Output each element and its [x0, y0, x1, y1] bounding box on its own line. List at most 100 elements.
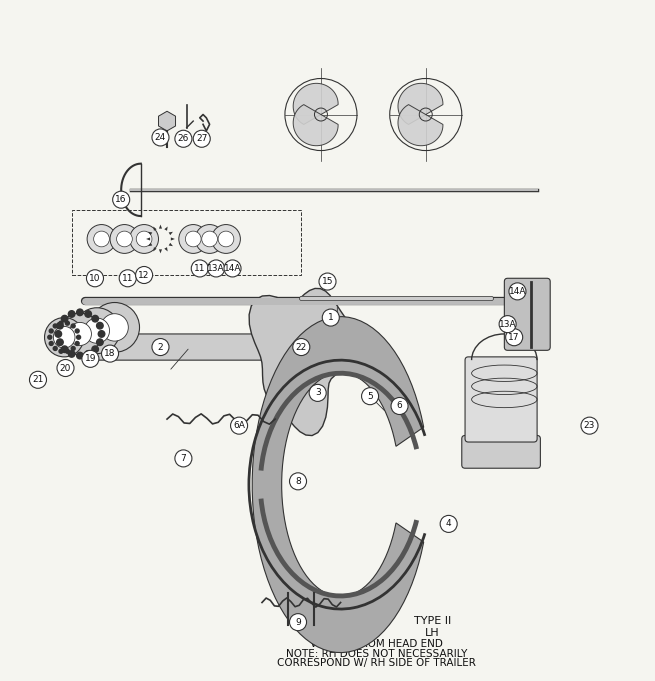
- Circle shape: [75, 341, 79, 345]
- Circle shape: [499, 315, 516, 332]
- Circle shape: [212, 225, 240, 253]
- Circle shape: [92, 346, 98, 353]
- Text: 6A: 6A: [233, 421, 245, 430]
- Text: 11: 11: [194, 264, 206, 273]
- Circle shape: [90, 302, 140, 352]
- Circle shape: [224, 260, 241, 277]
- Circle shape: [62, 315, 68, 322]
- Polygon shape: [153, 227, 157, 231]
- Circle shape: [96, 322, 103, 329]
- Text: 15: 15: [322, 277, 333, 286]
- Text: 14A: 14A: [509, 287, 526, 296]
- Circle shape: [59, 321, 63, 325]
- Text: 14A: 14A: [224, 264, 241, 273]
- Text: 1: 1: [328, 313, 333, 322]
- Polygon shape: [169, 243, 173, 246]
- Circle shape: [85, 311, 92, 317]
- Text: 7: 7: [181, 454, 186, 463]
- Text: 22: 22: [295, 343, 307, 351]
- Text: 11: 11: [122, 274, 134, 283]
- Text: 19: 19: [84, 354, 96, 364]
- Circle shape: [96, 339, 103, 345]
- FancyBboxPatch shape: [504, 279, 550, 350]
- Circle shape: [113, 191, 130, 208]
- Text: 9: 9: [295, 618, 301, 627]
- Circle shape: [102, 345, 119, 362]
- Text: LH: LH: [425, 628, 440, 637]
- Circle shape: [55, 331, 62, 337]
- Polygon shape: [169, 232, 173, 235]
- Text: 27: 27: [196, 134, 208, 143]
- Circle shape: [87, 225, 116, 253]
- Circle shape: [94, 231, 109, 247]
- Polygon shape: [249, 289, 355, 436]
- Polygon shape: [252, 317, 424, 652]
- Polygon shape: [146, 238, 150, 240]
- Circle shape: [74, 308, 120, 353]
- Circle shape: [92, 315, 98, 322]
- Circle shape: [59, 349, 63, 353]
- Circle shape: [290, 614, 307, 631]
- Polygon shape: [159, 225, 162, 229]
- Circle shape: [59, 313, 101, 355]
- Circle shape: [506, 329, 523, 346]
- Text: 6: 6: [397, 402, 402, 411]
- Text: CORRESPOND W/ RH SIDE OF TRAILER: CORRESPOND W/ RH SIDE OF TRAILER: [277, 658, 476, 668]
- Circle shape: [509, 283, 526, 300]
- Circle shape: [179, 225, 208, 253]
- Circle shape: [231, 417, 248, 434]
- Text: NOTE: RH DOES NOT NECESSARILY: NOTE: RH DOES NOT NECESSARILY: [286, 648, 467, 659]
- Circle shape: [193, 130, 210, 147]
- Circle shape: [53, 326, 75, 348]
- Circle shape: [117, 231, 132, 247]
- Text: RH: RH: [313, 628, 329, 637]
- Circle shape: [440, 516, 457, 533]
- Circle shape: [68, 311, 75, 317]
- Text: 3: 3: [315, 388, 320, 398]
- Circle shape: [175, 130, 192, 147]
- Circle shape: [86, 270, 103, 287]
- Text: 18: 18: [104, 349, 116, 358]
- Circle shape: [62, 346, 68, 353]
- Circle shape: [218, 231, 234, 247]
- Circle shape: [202, 231, 217, 247]
- Text: 26: 26: [178, 134, 189, 143]
- Circle shape: [49, 341, 53, 345]
- Polygon shape: [293, 105, 338, 146]
- Circle shape: [136, 266, 153, 283]
- Circle shape: [68, 322, 92, 345]
- Text: 4: 4: [446, 520, 451, 528]
- Circle shape: [208, 260, 225, 277]
- Circle shape: [191, 260, 208, 277]
- Circle shape: [98, 331, 105, 337]
- Circle shape: [185, 231, 201, 247]
- Circle shape: [53, 324, 57, 328]
- Text: 5: 5: [367, 392, 373, 400]
- Circle shape: [101, 314, 128, 341]
- Circle shape: [77, 335, 81, 339]
- Circle shape: [29, 371, 47, 388]
- Text: 12: 12: [138, 270, 150, 279]
- Polygon shape: [164, 247, 168, 251]
- Circle shape: [322, 309, 339, 326]
- Circle shape: [391, 398, 408, 415]
- Circle shape: [110, 225, 139, 253]
- Circle shape: [85, 351, 92, 358]
- Polygon shape: [293, 83, 338, 125]
- Circle shape: [66, 349, 69, 353]
- Circle shape: [57, 322, 64, 329]
- Text: 24: 24: [155, 133, 166, 142]
- Text: TYPE I: TYPE I: [304, 616, 338, 626]
- Text: 21: 21: [32, 375, 44, 384]
- Polygon shape: [153, 247, 157, 251]
- Text: TYPE II: TYPE II: [414, 616, 451, 626]
- Text: 13A: 13A: [499, 319, 516, 329]
- Circle shape: [309, 384, 326, 401]
- Text: 23: 23: [584, 421, 595, 430]
- Text: 16: 16: [115, 195, 127, 204]
- Circle shape: [175, 450, 192, 467]
- Circle shape: [77, 352, 83, 359]
- Circle shape: [84, 318, 109, 343]
- Circle shape: [293, 338, 310, 355]
- Text: 17: 17: [508, 333, 520, 342]
